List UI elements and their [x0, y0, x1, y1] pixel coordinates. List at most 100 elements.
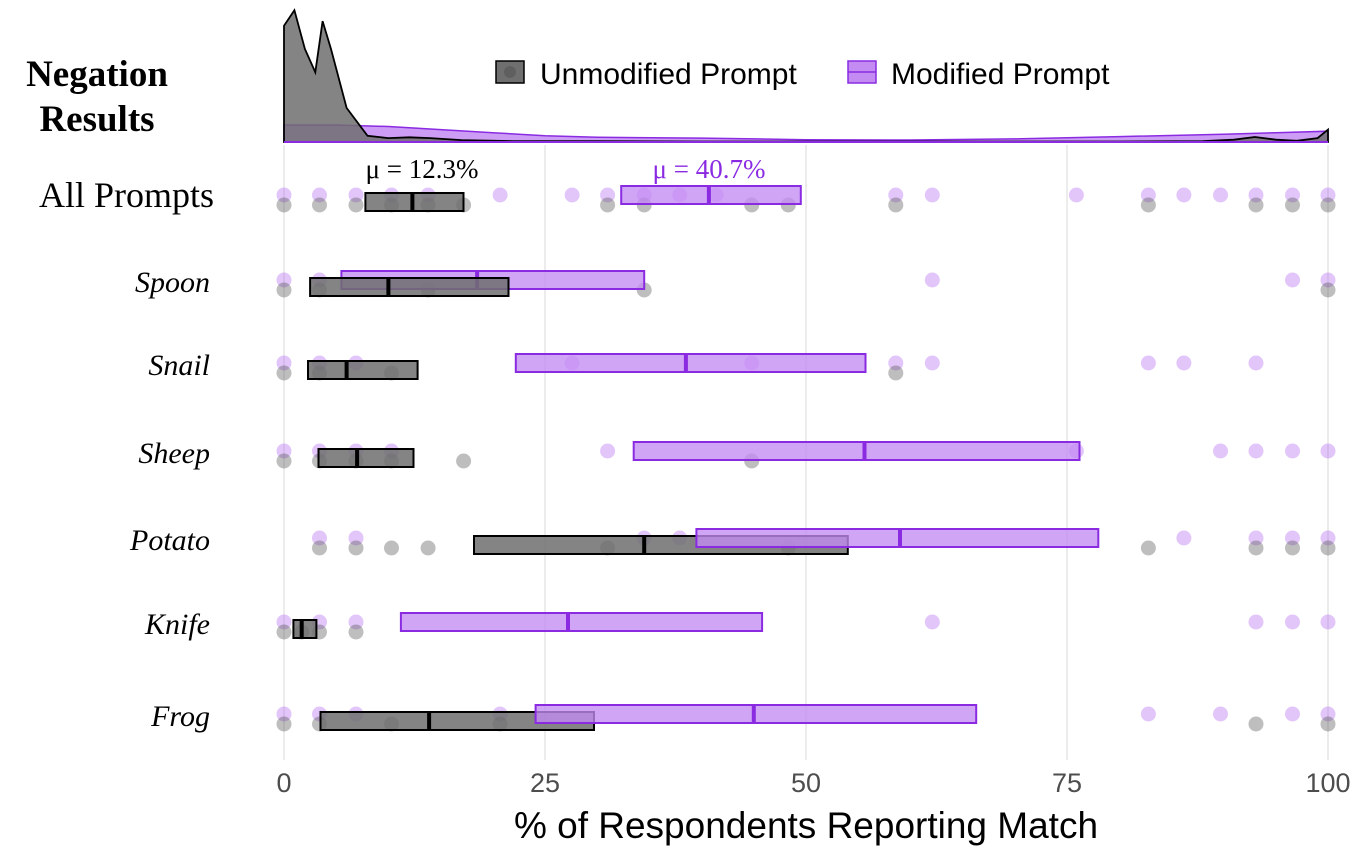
point-modified-all-prompts-16 [1213, 187, 1228, 203]
row-knife [276, 612, 1336, 640]
point-modified-all-prompts-0 [276, 187, 292, 203]
point-modified-frog-4 [1140, 706, 1156, 722]
point-unmodified-all-prompts-10 [888, 197, 904, 213]
point-unmodified-potato-6 [1140, 540, 1156, 556]
point-unmodified-potato-7 [1248, 540, 1264, 556]
point-modified-spoon-4 [1320, 272, 1336, 288]
density-modified [283, 124, 1329, 143]
mean-label-modified: μ = 40.7% [653, 154, 766, 184]
point-modified-sheep-9 [1320, 443, 1336, 459]
row-label-knife: Knife [144, 608, 210, 641]
point-modified-all-prompts-5 [492, 187, 508, 203]
point-modified-knife-5 [1285, 614, 1300, 630]
box-modified-frog [534, 704, 978, 724]
point-modified-snail-5 [888, 355, 904, 371]
legend: Unmodified Prompt Modified Prompt [495, 58, 1110, 91]
point-unmodified-snail-3 [888, 365, 904, 381]
point-unmodified-all-prompts-14 [1320, 197, 1336, 213]
x-tick-label-25: 25 [530, 768, 560, 798]
point-modified-all-prompts-17 [1248, 187, 1264, 203]
point-modified-knife-2 [348, 614, 364, 630]
point-modified-spoon-3 [1285, 272, 1300, 288]
box-modified-all-prompts [620, 185, 802, 205]
point-modified-all-prompts-11 [888, 187, 904, 203]
point-modified-potato-1 [348, 530, 364, 546]
point-modified-sheep-4 [600, 443, 616, 459]
point-unmodified-all-prompts-12 [1248, 197, 1264, 213]
point-modified-knife-3 [924, 614, 940, 630]
legend-label-unmodified: Unmodified Prompt [540, 58, 797, 91]
x-tick-label-50: 50 [791, 768, 821, 798]
point-modified-potato-4 [1176, 530, 1192, 546]
x-tick-label-0: 0 [276, 768, 291, 798]
point-modified-frog-6 [1285, 706, 1300, 722]
point-modified-snail-8 [1176, 355, 1192, 371]
legend-swatch-unmodified-dot [504, 66, 516, 78]
point-modified-frog-7 [1320, 706, 1336, 722]
point-modified-sheep-6 [1213, 443, 1228, 459]
box-unmodified-spoon [309, 277, 510, 297]
point-modified-all-prompts-12 [924, 187, 940, 203]
point-unmodified-all-prompts-6 [600, 197, 616, 213]
x-tick-label-100: 100 [1305, 768, 1350, 798]
point-modified-knife-6 [1320, 614, 1336, 630]
row-potato [312, 528, 1336, 556]
point-unmodified-snail-0 [276, 365, 292, 381]
chart-title-line-1: Negation [26, 54, 168, 95]
box-unmodified-knife [292, 619, 318, 639]
row-label-snail: Snail [148, 349, 210, 382]
row-snail [276, 353, 1264, 381]
point-modified-all-prompts-13 [1068, 187, 1084, 203]
point-modified-all-prompts-15 [1176, 187, 1192, 203]
point-modified-all-prompts-6 [564, 187, 580, 203]
point-modified-sheep-7 [1248, 443, 1264, 459]
point-modified-knife-0 [276, 614, 292, 630]
point-modified-snail-0 [276, 355, 292, 371]
point-modified-spoon-2 [924, 272, 940, 288]
point-unmodified-potato-1 [348, 540, 364, 556]
point-modified-spoon-0 [276, 272, 292, 288]
row-label-sheep: Sheep [138, 437, 210, 470]
point-unmodified-potato-3 [420, 540, 436, 556]
box-modified-potato [695, 528, 1100, 548]
point-unmodified-potato-2 [384, 540, 399, 556]
point-unmodified-potato-9 [1320, 540, 1336, 556]
point-unmodified-frog-0 [276, 716, 292, 732]
row-label-frog: Frog [150, 700, 210, 733]
point-modified-potato-0 [312, 530, 327, 546]
point-unmodified-potato-8 [1285, 540, 1300, 556]
point-modified-sheep-8 [1285, 443, 1300, 459]
point-unmodified-knife-0 [276, 624, 292, 640]
point-unmodified-frog-4 [1248, 716, 1264, 732]
row-sheep [276, 441, 1336, 469]
box-modified-sheep [632, 441, 1081, 461]
point-modified-potato-5 [1248, 530, 1264, 546]
point-modified-all-prompts-7 [600, 187, 616, 203]
point-unmodified-all-prompts-2 [348, 197, 364, 213]
point-unmodified-sheep-0 [276, 453, 292, 469]
point-modified-all-prompts-18 [1285, 187, 1300, 203]
x-tick-labels: 0 25 50 75 100 [276, 768, 1350, 798]
mean-label-unmodified: μ = 12.3% [366, 154, 479, 184]
row-label-potato: Potato [129, 524, 210, 557]
point-unmodified-sheep-4 [456, 453, 472, 469]
row-all-prompts [276, 185, 1336, 213]
point-unmodified-spoon-4 [1320, 282, 1336, 298]
point-unmodified-potato-0 [312, 540, 327, 556]
point-modified-all-prompts-1 [312, 187, 327, 203]
point-modified-potato-7 [1320, 530, 1336, 546]
point-unmodified-all-prompts-0 [276, 197, 292, 213]
point-modified-frog-5 [1213, 706, 1228, 722]
point-modified-snail-6 [924, 355, 940, 371]
box-unmodified-sheep [317, 448, 415, 468]
point-modified-potato-6 [1285, 530, 1300, 546]
point-unmodified-all-prompts-1 [312, 197, 327, 213]
row-labels: All Prompts Spoon Snail Sheep Potato Kni… [39, 175, 214, 733]
legend-label-modified: Modified Prompt [891, 58, 1110, 91]
point-modified-snail-9 [1248, 355, 1264, 371]
point-modified-sheep-0 [276, 443, 292, 459]
point-unmodified-knife-3 [348, 624, 364, 640]
box-modified-snail [514, 353, 867, 373]
point-modified-knife-4 [1248, 614, 1264, 630]
